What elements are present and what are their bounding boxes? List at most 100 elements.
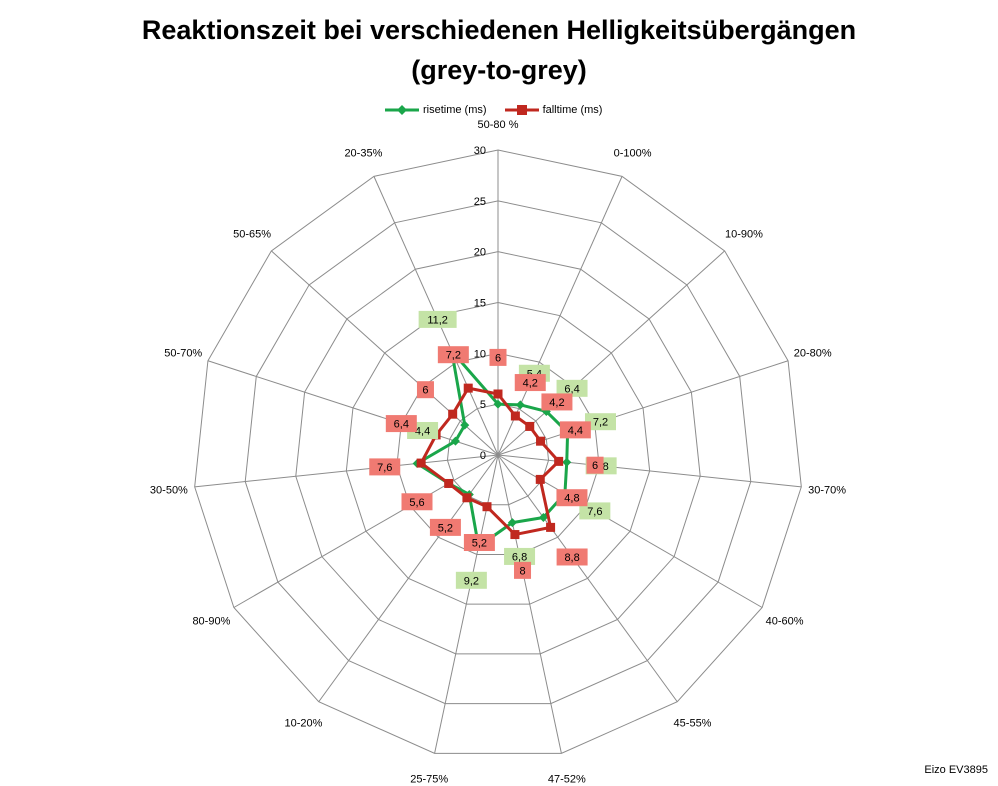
data-label-falltime: 5,2 <box>472 538 487 550</box>
data-point-falltime <box>416 458 426 468</box>
data-label-bg-falltime <box>463 534 495 552</box>
data-point-risetime <box>450 436 460 446</box>
data-label-bg-falltime <box>429 518 461 536</box>
data-point-falltime <box>554 456 564 466</box>
chart-title-line: Reaktionszeit bei verschiedenen Helligke… <box>141 15 857 45</box>
grid-ring <box>345 301 651 605</box>
chart-subtitle-line: (grey-to-grey) <box>411 55 587 85</box>
data-point-falltime <box>444 478 454 488</box>
category-label: 47-52% <box>548 774 586 786</box>
legend-label-risetime: risetime (ms) <box>423 104 487 116</box>
data-label-risetime: 6,4 <box>564 383 579 395</box>
category-label: 80-90% <box>192 615 230 627</box>
grid-spoke <box>497 454 678 703</box>
data-label-bg-falltime <box>401 493 433 511</box>
category-label: 10-20% <box>285 718 323 730</box>
data-label-bg-falltime <box>556 548 588 566</box>
data-label-falltime: 6 <box>495 352 501 364</box>
r-tick-label: 25 <box>474 196 486 208</box>
data-label-falltime: 5,2 <box>438 522 453 534</box>
grid-spoke <box>497 250 725 456</box>
grid-spoke <box>233 454 499 608</box>
category-label: 25-75% <box>410 774 448 786</box>
data-point-risetime <box>562 457 572 467</box>
category-label: 50-70% <box>164 348 202 360</box>
data-label-bg-risetime <box>418 310 457 328</box>
data-label-falltime: 6 <box>422 385 428 397</box>
data-label-bg-risetime <box>579 502 611 520</box>
data-point-falltime <box>448 409 458 419</box>
legend-marker-risetime <box>385 105 419 115</box>
data-point-falltime <box>510 411 520 421</box>
data-label-bg-falltime <box>369 458 401 476</box>
data-point-risetime <box>493 399 503 409</box>
series-line-falltime <box>419 386 561 537</box>
watermark: Eizo EV3895 <box>924 764 988 776</box>
grid-ring <box>446 403 550 506</box>
category-label: 10-90% <box>725 229 763 241</box>
data-label-falltime: 7,2 <box>446 350 461 362</box>
grid-spoke <box>497 176 623 456</box>
data-point-risetime <box>538 513 548 523</box>
data-label-bg-falltime <box>559 421 591 439</box>
data-label-bg-falltime <box>514 374 546 392</box>
data-label-risetime: 7,2 <box>593 417 608 429</box>
data-point-falltime <box>525 421 535 431</box>
grid-spoke <box>497 360 789 456</box>
category-label: 50-80 % <box>478 119 519 131</box>
data-label-bg-risetime <box>556 379 588 397</box>
data-point-falltime <box>463 383 473 393</box>
category-label: 40-60% <box>766 615 804 627</box>
data-point-falltime <box>510 530 520 540</box>
data-label-bg-falltime <box>514 561 532 579</box>
series-line-risetime <box>415 349 570 548</box>
legend-item-falltime: falltime (ms) <box>504 104 602 116</box>
legend-marker-falltime <box>504 105 539 115</box>
r-tick-label: 0 <box>480 450 486 462</box>
r-tick-label: 10 <box>474 348 486 360</box>
grid-ring <box>295 251 701 655</box>
data-label-falltime: 8 <box>519 565 525 577</box>
grid-spoke <box>271 250 499 456</box>
category-label: 45-55% <box>674 718 712 730</box>
data-label-bg-falltime <box>437 346 469 364</box>
category-label: 50-65% <box>233 229 271 241</box>
data-label-risetime: 11,2 <box>427 314 448 326</box>
data-label-bg-risetime <box>504 547 536 565</box>
data-label-bg-falltime <box>385 415 417 433</box>
data-label-bg-risetime <box>455 571 487 589</box>
data-label-bg-falltime <box>416 381 434 399</box>
data-label-falltime: 7,6 <box>377 462 392 474</box>
grid-spoke <box>207 360 499 456</box>
data-point-risetime <box>460 420 470 430</box>
data-point-falltime <box>493 389 503 399</box>
data-point-falltime <box>482 502 492 512</box>
data-label-falltime: 4,4 <box>568 425 583 437</box>
r-tick-label: 20 <box>474 247 486 259</box>
data-point-falltime <box>535 474 545 484</box>
data-point-falltime <box>462 493 472 503</box>
legend: risetime (ms) falltime (ms) <box>385 102 620 118</box>
data-point-falltime <box>536 436 546 446</box>
data-label-falltime: 4,8 <box>564 493 579 505</box>
legend-item-risetime: risetime (ms) <box>385 104 487 116</box>
data-label-bg-falltime <box>541 393 573 411</box>
data-label-falltime: 8,8 <box>564 552 579 564</box>
data-point-risetime <box>515 400 525 410</box>
data-label-risetime: 7,6 <box>587 506 602 518</box>
data-label-falltime: 6 <box>592 460 598 472</box>
grid-spoke <box>497 454 802 488</box>
category-label: 20-35% <box>344 148 382 160</box>
grid-spoke <box>497 454 562 754</box>
chart-title: Reaktionszeit bei verschiedenen Helligke… <box>0 10 998 90</box>
data-label-bg-falltime <box>489 348 507 366</box>
category-label: 0-100% <box>614 148 652 160</box>
r-tick-label: 5 <box>480 399 486 411</box>
data-label-falltime: 6,4 <box>394 419 409 431</box>
grid-ring <box>194 149 802 754</box>
data-label-falltime: 4,2 <box>523 378 538 390</box>
data-point-risetime <box>507 518 517 528</box>
r-tick-label: 15 <box>474 298 486 310</box>
data-label-bg-falltime <box>586 456 604 474</box>
